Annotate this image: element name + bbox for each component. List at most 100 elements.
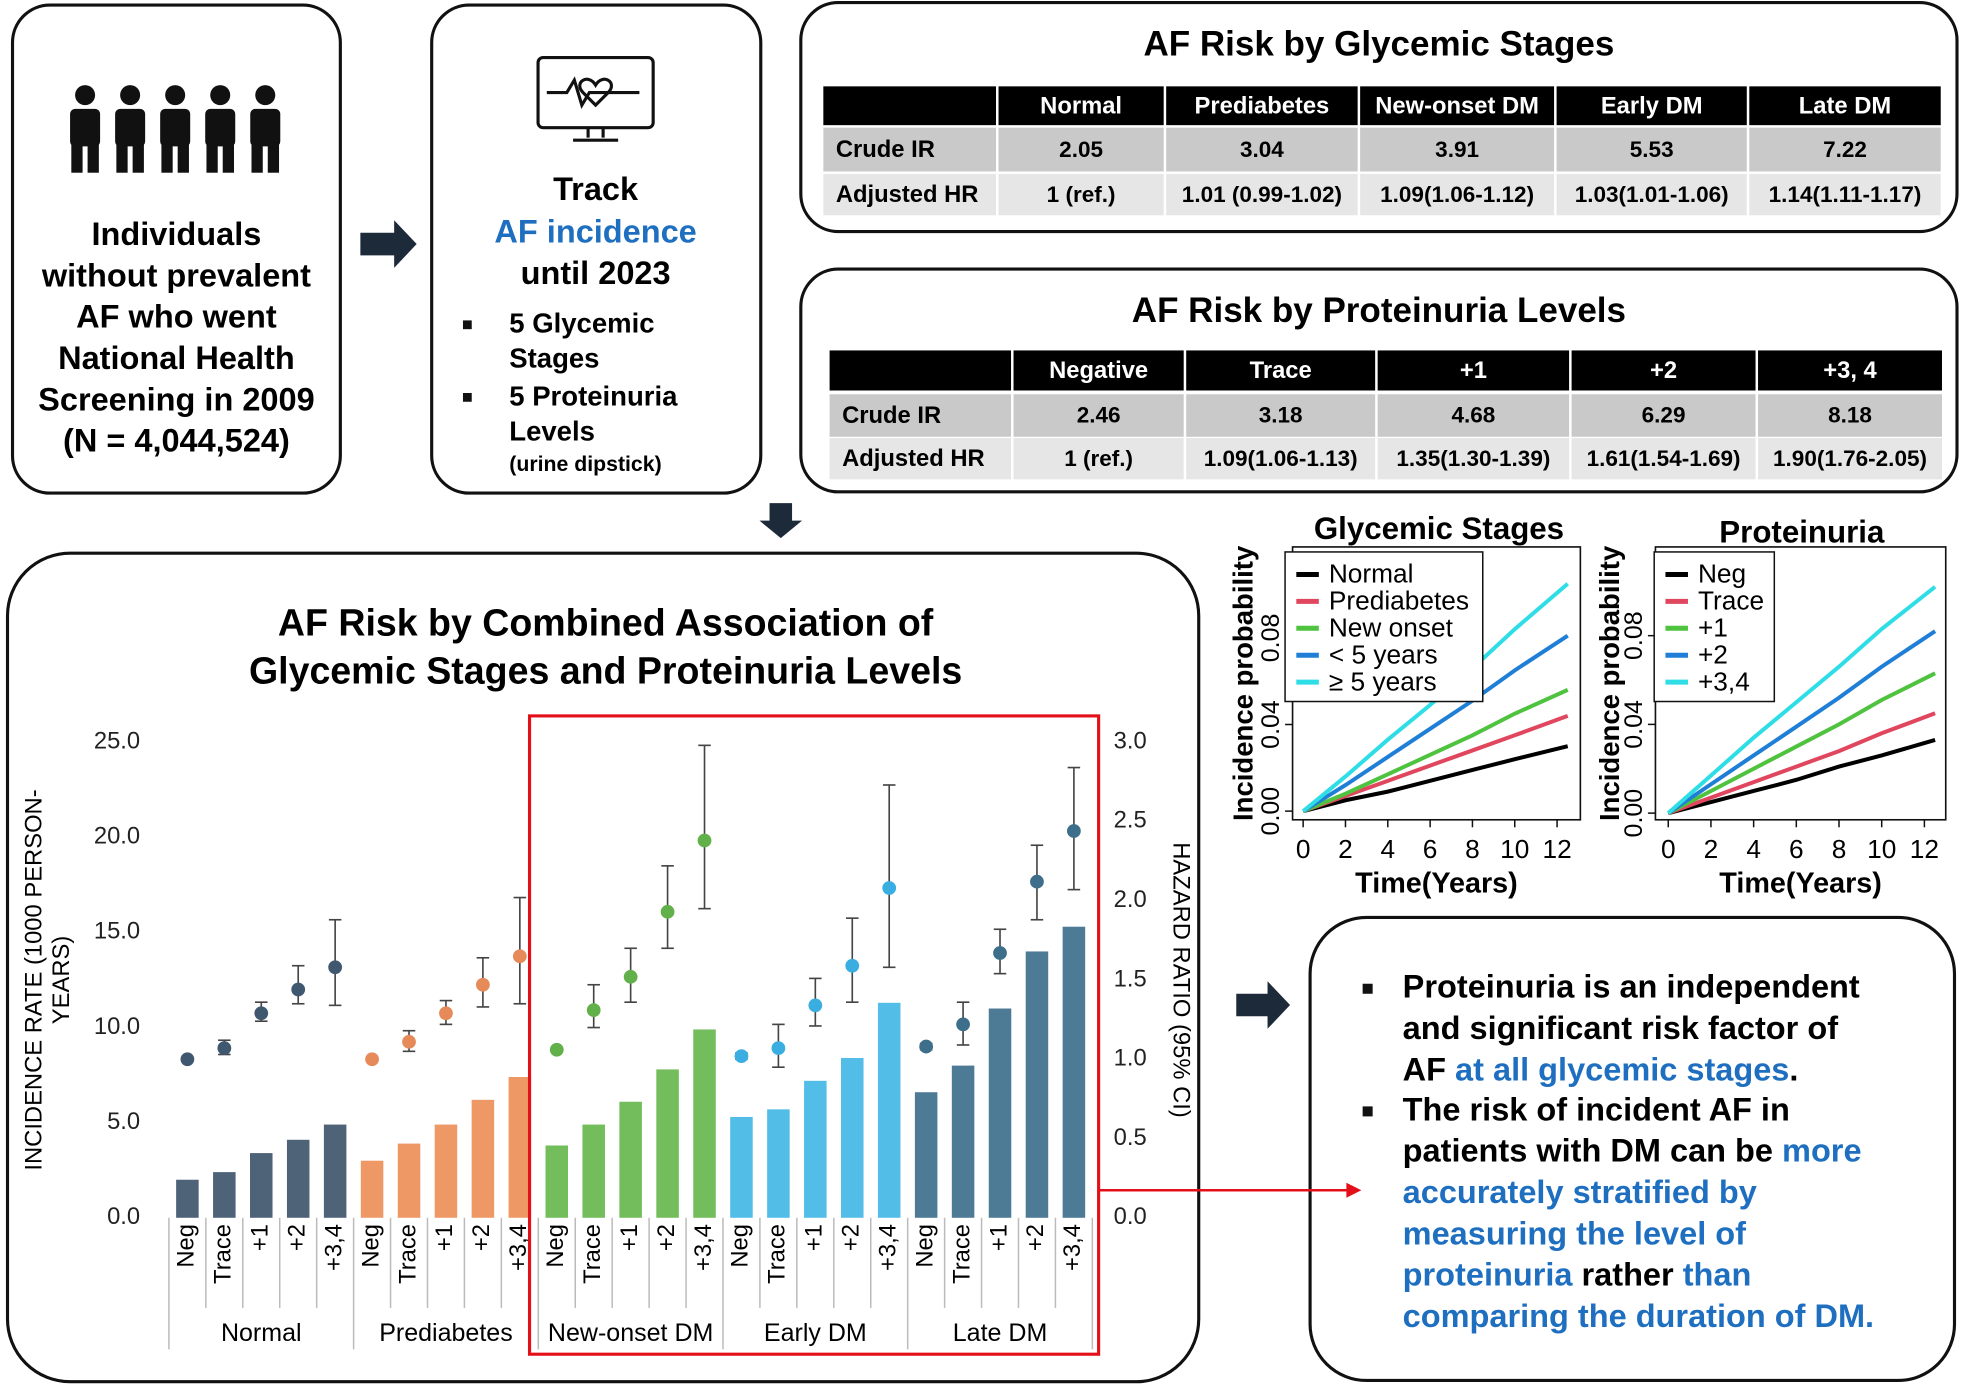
y-tick-label: 15.0 <box>94 918 140 945</box>
cohort-text: AF who went <box>76 299 277 335</box>
y-tick-label: 25.0 <box>94 727 140 754</box>
x-tick-label: +1 <box>247 1224 274 1251</box>
table-header: +2 <box>1650 357 1677 384</box>
hazard-point <box>882 881 897 895</box>
bullet <box>462 392 472 402</box>
incidence-line <box>1302 714 1569 814</box>
table-value: 6.29 <box>1642 403 1686 428</box>
chart-title: Glycemic Stages <box>1314 511 1564 546</box>
x-tick-label: +2 <box>1022 1224 1049 1251</box>
hazard-point <box>291 982 306 997</box>
y-tick-label: 0.08 <box>1620 611 1648 660</box>
x-tick-label: 8 <box>1465 834 1480 864</box>
track-item: Stages <box>509 343 599 374</box>
conclusion-text: The risk of incident AF in <box>1403 1091 1790 1127</box>
x-tick-label: +2 <box>468 1224 495 1251</box>
incidence-line <box>1302 634 1569 813</box>
table-cell <box>1556 86 1747 126</box>
x-tick-label: 0 <box>1661 834 1676 864</box>
table-cell <box>1186 350 1376 391</box>
bar <box>693 1029 716 1218</box>
table-value: 3.18 <box>1259 403 1303 428</box>
x-tick-label: 10 <box>1867 834 1896 864</box>
table-cell <box>1758 438 1942 480</box>
table-cell <box>1013 394 1184 437</box>
table-cell <box>1758 394 1942 437</box>
hazard-point <box>328 960 343 975</box>
y-tick-label: 0.00 <box>1257 787 1285 836</box>
x-tick-label: +3,4 <box>1059 1224 1086 1271</box>
x-axis-label: Time(Years) <box>1355 867 1518 899</box>
group-label: Early DM <box>764 1319 867 1347</box>
x-tick-label: +3,4 <box>320 1224 347 1271</box>
x-tick-label: +2 <box>283 1224 310 1251</box>
x-tick-label: 10 <box>1500 834 1529 864</box>
bar <box>767 1109 790 1218</box>
table-title: AF Risk by Glycemic Stages <box>1143 25 1614 64</box>
incidence-line <box>1667 629 1937 815</box>
arrow <box>759 503 803 539</box>
incidence-line <box>1666 585 1937 815</box>
y-axis-label: Incidence probability <box>1594 545 1625 821</box>
conclusion-text: comparing the duration of DM. <box>1403 1298 1874 1334</box>
conclusion-text: and significant risk factor of <box>1403 1010 1839 1046</box>
x-tick-label: 12 <box>1542 834 1571 864</box>
table-header: Early DM <box>1601 92 1703 119</box>
x-tick-label: +1 <box>801 1224 828 1251</box>
bar <box>360 1160 384 1218</box>
hazard-point <box>439 1006 453 1021</box>
conclusion-text: at all glycemic stages <box>1455 1051 1789 1087</box>
table-value: 1.09(1.06-1.12) <box>1380 182 1534 207</box>
x-tick-label: Neg <box>542 1224 569 1268</box>
hazard-point <box>993 946 1007 960</box>
chart-title: Glycemic Stages and Proteinuria Levels <box>249 649 962 691</box>
hazard-point <box>956 1017 970 1032</box>
conclusion-text: more <box>1782 1132 1862 1168</box>
track-text: until 2023 <box>521 255 671 291</box>
arrow <box>360 220 417 268</box>
x-tick-label: +2 <box>653 1224 680 1251</box>
group-label: Late DM <box>953 1319 1048 1347</box>
x-tick-label: 2 <box>1338 834 1353 864</box>
bar <box>471 1099 495 1218</box>
incidence-line <box>1302 688 1569 813</box>
conclusion-line: measuring the level of <box>1403 1215 1746 1251</box>
conclusion-box <box>1308 915 1957 1383</box>
table-value: 1.14(1.11-1.17) <box>1769 182 1922 207</box>
table-cell <box>1758 350 1942 391</box>
conclusion-line: AF at all glycemic stages. <box>1403 1051 1799 1087</box>
table-header: Late DM <box>1799 92 1891 119</box>
x-tick-label: 8 <box>1832 834 1847 864</box>
table-value: 2.05 <box>1059 137 1103 162</box>
x-axis-label: Time(Years) <box>1719 867 1882 899</box>
table-header: Normal <box>1040 92 1122 119</box>
x-tick-label: Trace <box>579 1224 606 1284</box>
track-item: 5 Glycemic <box>509 308 654 339</box>
table-cell <box>1013 438 1184 480</box>
y-axis-label: Incidence probability <box>1227 545 1258 821</box>
bar <box>804 1080 827 1218</box>
conclusion-line: accurately stratified by <box>1403 1174 1757 1210</box>
table-cell <box>1186 438 1376 480</box>
track-highlight: AF incidence <box>494 214 696 250</box>
chart-title: AF Risk by Combined Association of <box>278 602 934 644</box>
bar <box>176 1179 199 1218</box>
highlight-box <box>527 714 1101 1356</box>
bar <box>286 1139 310 1218</box>
row-label: Crude IR <box>842 402 941 429</box>
conclusion-line: comparing the duration of DM. <box>1403 1298 1874 1334</box>
x-tick-label: Neg <box>727 1224 754 1268</box>
chart-title: Proteinuria <box>1719 515 1885 550</box>
track-item: Levels <box>509 415 595 446</box>
table-cell <box>1556 127 1747 172</box>
table-cell <box>1377 394 1570 437</box>
incidence-line <box>1302 744 1569 814</box>
table-value: 3.91 <box>1435 137 1479 162</box>
legend-label: < 5 years <box>1329 639 1438 669</box>
hazard-point <box>402 1034 416 1049</box>
table-value: 5.53 <box>1630 137 1674 162</box>
y-tick-label: 5.0 <box>107 1108 140 1135</box>
bar <box>988 1008 1012 1218</box>
legend-label: Trace <box>1698 586 1764 616</box>
x-tick-label: 4 <box>1380 834 1395 864</box>
